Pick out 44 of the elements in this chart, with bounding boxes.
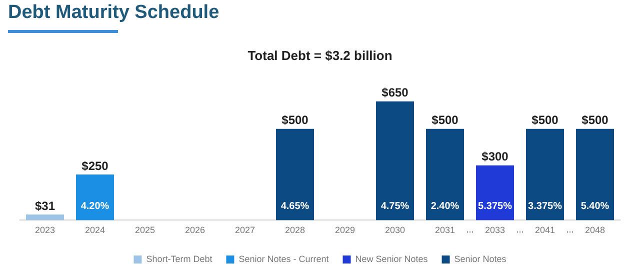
x-tick-label: 2024: [84, 225, 106, 236]
bar: [526, 128, 564, 220]
bar: [26, 214, 64, 220]
annotation: 2.40%: [430, 200, 460, 212]
annotation: 5.375%: [478, 200, 512, 212]
bar: [426, 128, 464, 220]
bar: [276, 128, 314, 220]
text: ...: [516, 224, 524, 235]
text: ...: [566, 224, 574, 235]
data-label: $500: [532, 113, 559, 128]
bar: [476, 165, 514, 220]
data-label: $500: [582, 113, 609, 128]
data-label: $250: [82, 158, 109, 173]
annotation: 4.20%: [80, 200, 110, 212]
legend-label: New Senior Notes: [355, 254, 428, 264]
x-tick-label: 2023: [34, 225, 56, 236]
x-tick-label: 2030: [384, 225, 406, 236]
x-tick-label: 2027: [234, 225, 256, 236]
chart-subtitle: Total Debt = $3.2 billion: [246, 48, 394, 63]
bar: [76, 174, 114, 220]
x-tick-label: 2048: [584, 225, 606, 236]
data-label: $500: [282, 113, 309, 128]
text: ...: [466, 224, 474, 235]
bar: [376, 101, 414, 220]
chart-title: Debt Maturity Schedule: [8, 2, 220, 24]
data-label: $650: [382, 86, 409, 100]
annotation: 5.40%: [580, 200, 610, 212]
bar: [576, 128, 614, 220]
data-label: $500: [432, 113, 459, 128]
data-label: $300: [482, 150, 509, 164]
x-tick-label: 2031: [434, 225, 456, 236]
annotation: 4.75%: [380, 200, 410, 212]
legend-label: Senior Notes: [454, 254, 507, 264]
legend-label: Senior Notes - Current: [238, 254, 330, 264]
data-label: $31: [34, 198, 56, 213]
x-tick-label: 2026: [184, 225, 206, 236]
x-tick-label: 2025: [134, 225, 156, 236]
x-tick-label: 2041: [534, 225, 556, 236]
annotation: 4.65%: [280, 200, 310, 212]
x-tick-label: 2033: [484, 225, 506, 236]
x-tick-label: 2029: [334, 225, 356, 236]
legend-label: Short-Term Debt: [146, 254, 213, 264]
annotation: 3.375%: [528, 200, 562, 212]
x-tick-label: 2028: [284, 225, 306, 236]
